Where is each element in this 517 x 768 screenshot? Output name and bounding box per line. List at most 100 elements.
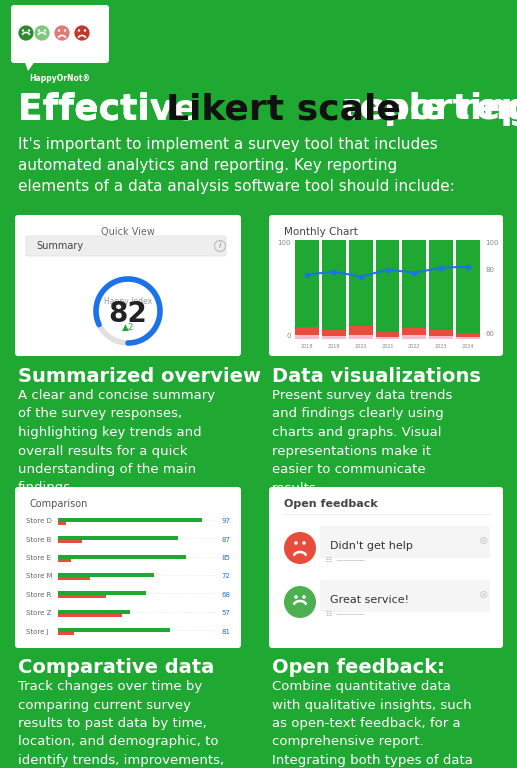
Text: 82: 82 bbox=[109, 300, 147, 328]
Bar bbox=[58, 540, 82, 543]
Text: Summarized overview: Summarized overview bbox=[18, 367, 261, 386]
Text: Monthly Chart: Monthly Chart bbox=[284, 227, 358, 237]
Circle shape bbox=[294, 541, 298, 545]
Text: Effective Likert scale reporting: Effective Likert scale reporting bbox=[18, 92, 517, 126]
FancyBboxPatch shape bbox=[15, 487, 241, 648]
Text: 81: 81 bbox=[221, 629, 230, 635]
Text: 68: 68 bbox=[221, 592, 230, 598]
Bar bbox=[58, 595, 106, 598]
Circle shape bbox=[34, 25, 50, 41]
Circle shape bbox=[302, 541, 306, 545]
Text: 57: 57 bbox=[221, 611, 230, 617]
Text: Present survey data trends
and findings clearly using
charts and graphs. Visual
: Present survey data trends and findings … bbox=[272, 389, 452, 495]
Bar bbox=[295, 327, 319, 335]
Circle shape bbox=[78, 29, 80, 31]
Bar bbox=[429, 336, 453, 339]
Text: 100: 100 bbox=[485, 240, 498, 246]
Bar bbox=[58, 591, 146, 595]
Circle shape bbox=[44, 29, 46, 31]
Circle shape bbox=[28, 29, 30, 31]
Bar bbox=[322, 240, 346, 330]
Text: Quick View: Quick View bbox=[101, 227, 155, 237]
Circle shape bbox=[38, 29, 40, 31]
Bar bbox=[402, 240, 427, 328]
Text: Store E: Store E bbox=[26, 555, 51, 561]
Bar bbox=[58, 554, 186, 558]
Text: Open feedback: Open feedback bbox=[284, 499, 378, 509]
Circle shape bbox=[302, 595, 306, 599]
Text: It's important to implement a survey tool that includes
automated analytics and : It's important to implement a survey too… bbox=[18, 137, 455, 194]
Text: Data visualizations: Data visualizations bbox=[272, 367, 481, 386]
Bar bbox=[348, 240, 373, 326]
Text: Great service!: Great service! bbox=[330, 595, 409, 605]
Text: 80: 80 bbox=[485, 266, 494, 273]
Text: 87: 87 bbox=[221, 537, 230, 543]
Text: 97: 97 bbox=[221, 518, 230, 525]
Text: Combine quantitative data
with qualitative insights, such
as open-text feedback,: Combine quantitative data with qualitati… bbox=[272, 680, 473, 768]
Bar bbox=[295, 335, 319, 339]
Text: Track changes over time by
comparing current survey
results to past data by time: Track changes over time by comparing cur… bbox=[18, 680, 224, 768]
Text: i: i bbox=[219, 241, 221, 250]
Text: Store M: Store M bbox=[26, 574, 53, 580]
Circle shape bbox=[22, 29, 24, 31]
Bar bbox=[295, 240, 319, 327]
FancyBboxPatch shape bbox=[320, 580, 490, 612]
Bar bbox=[58, 610, 130, 614]
Text: 2018: 2018 bbox=[301, 344, 313, 349]
Text: 2022: 2022 bbox=[408, 344, 421, 349]
Text: Effective: Effective bbox=[18, 92, 210, 126]
Text: 85: 85 bbox=[221, 555, 230, 561]
Bar bbox=[58, 536, 178, 540]
Bar bbox=[456, 333, 480, 337]
Bar bbox=[402, 335, 427, 339]
Text: 100: 100 bbox=[278, 240, 291, 246]
Text: HappyOrNot®: HappyOrNot® bbox=[29, 74, 90, 83]
Bar bbox=[402, 328, 427, 335]
Text: Open feedback:: Open feedback: bbox=[272, 658, 445, 677]
Text: Store B: Store B bbox=[26, 537, 51, 543]
Bar bbox=[58, 573, 154, 577]
Bar bbox=[348, 326, 373, 335]
Text: Effective: Effective bbox=[18, 92, 210, 126]
Text: ⊗: ⊗ bbox=[479, 590, 489, 600]
FancyBboxPatch shape bbox=[11, 5, 109, 63]
Text: Comparative data: Comparative data bbox=[18, 658, 214, 677]
Circle shape bbox=[54, 25, 70, 41]
Bar bbox=[456, 337, 480, 339]
Polygon shape bbox=[24, 60, 36, 71]
Circle shape bbox=[64, 29, 66, 31]
Bar bbox=[58, 614, 122, 617]
Text: ▲2: ▲2 bbox=[121, 323, 134, 332]
FancyBboxPatch shape bbox=[166, 90, 329, 125]
Text: Store D: Store D bbox=[26, 518, 52, 525]
Bar bbox=[429, 330, 453, 336]
Text: 0: 0 bbox=[286, 333, 291, 339]
Text: 72: 72 bbox=[221, 574, 230, 580]
Text: A clear and concise summary
of the survey responses,
highlighting key trends and: A clear and concise summary of the surve… bbox=[18, 389, 215, 495]
Bar bbox=[58, 558, 71, 561]
Text: 60: 60 bbox=[485, 331, 494, 337]
Circle shape bbox=[284, 586, 316, 618]
Text: Store R: Store R bbox=[26, 592, 51, 598]
FancyBboxPatch shape bbox=[269, 487, 503, 648]
Text: Comparison: Comparison bbox=[30, 499, 88, 509]
Text: ☷  ――――: ☷ ―――― bbox=[326, 611, 365, 617]
Text: 2021: 2021 bbox=[381, 344, 394, 349]
Circle shape bbox=[294, 595, 298, 599]
Bar bbox=[58, 521, 66, 525]
Text: ⊗: ⊗ bbox=[479, 536, 489, 546]
Circle shape bbox=[58, 29, 60, 31]
Circle shape bbox=[74, 25, 90, 41]
Bar bbox=[58, 632, 74, 635]
Text: Happy Index: Happy Index bbox=[104, 296, 152, 306]
Text: ☷  ――――: ☷ ―――― bbox=[326, 557, 365, 563]
Text: Effective ​Likert scale: Effective ​Likert scale bbox=[18, 92, 445, 126]
Text: 2023: 2023 bbox=[435, 344, 448, 349]
Circle shape bbox=[84, 29, 86, 31]
Bar bbox=[58, 577, 90, 580]
Bar bbox=[456, 240, 480, 333]
Bar bbox=[322, 336, 346, 339]
FancyBboxPatch shape bbox=[320, 526, 490, 558]
Text: Store Z: Store Z bbox=[26, 611, 52, 617]
Text: 2020: 2020 bbox=[354, 344, 367, 349]
